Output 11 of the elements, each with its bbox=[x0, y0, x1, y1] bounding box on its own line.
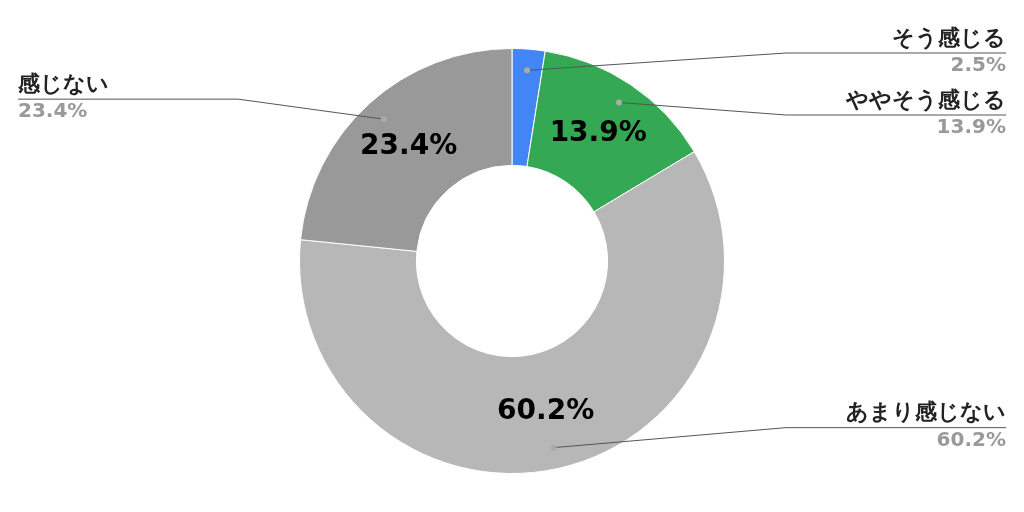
text: 13.9% bbox=[936, 114, 1006, 139]
slice-label: そう感じる bbox=[892, 24, 1006, 50]
text: 2.5% bbox=[950, 52, 1006, 77]
slice-label: あまり感じない bbox=[846, 399, 1006, 425]
data-label: 13.9% bbox=[549, 114, 647, 148]
slice-label: ややそう感じる bbox=[845, 86, 1006, 112]
data-label: 23.4% bbox=[360, 128, 458, 162]
text: 23.4% bbox=[18, 98, 88, 123]
data-label: 60.2% bbox=[497, 392, 595, 426]
slice-label: 感じない bbox=[17, 70, 109, 96]
text: 60.2% bbox=[936, 426, 1006, 451]
